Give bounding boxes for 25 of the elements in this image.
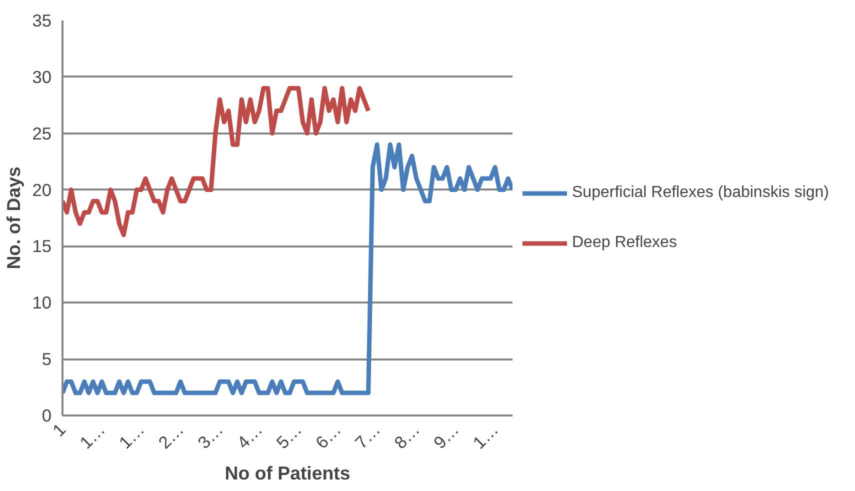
x-tick-label: 1… — [76, 419, 109, 453]
x-axis-title: No of Patients — [224, 462, 350, 484]
x-tick-label: 3… — [194, 419, 227, 453]
y-tick-label: 20 — [32, 180, 52, 200]
line-series — [62, 142, 512, 396]
x-tick-label: 4… — [232, 419, 266, 453]
x-tick-label: 6… — [312, 419, 345, 453]
legend-label: Deep Reflexes — [572, 234, 677, 252]
legend-label: Superficial Reflexes (babinskis sign) — [572, 184, 829, 202]
y-tick-label: 10 — [32, 292, 52, 313]
x-tick-label: 5… — [272, 419, 306, 453]
y-tick-label: 25 — [32, 123, 52, 144]
y-tick-label: 30 — [32, 66, 52, 87]
y-tick-label: 35 — [32, 10, 52, 30]
y-tick-label: 15 — [32, 236, 52, 256]
line-series — [62, 86, 371, 238]
y-tick-label: 5 — [42, 349, 52, 370]
y-axis-title: No. of Days — [3, 166, 24, 270]
x-tick-label: 1… — [468, 419, 502, 453]
x-tick-label: 1… — [115, 419, 148, 453]
x-tick-label: 9… — [430, 419, 463, 453]
x-tick-label: 7… — [350, 419, 384, 453]
y-tick-label: 0 — [42, 406, 52, 426]
x-tick-label: 2… — [154, 419, 188, 453]
x-tick-label: 8… — [390, 419, 424, 453]
